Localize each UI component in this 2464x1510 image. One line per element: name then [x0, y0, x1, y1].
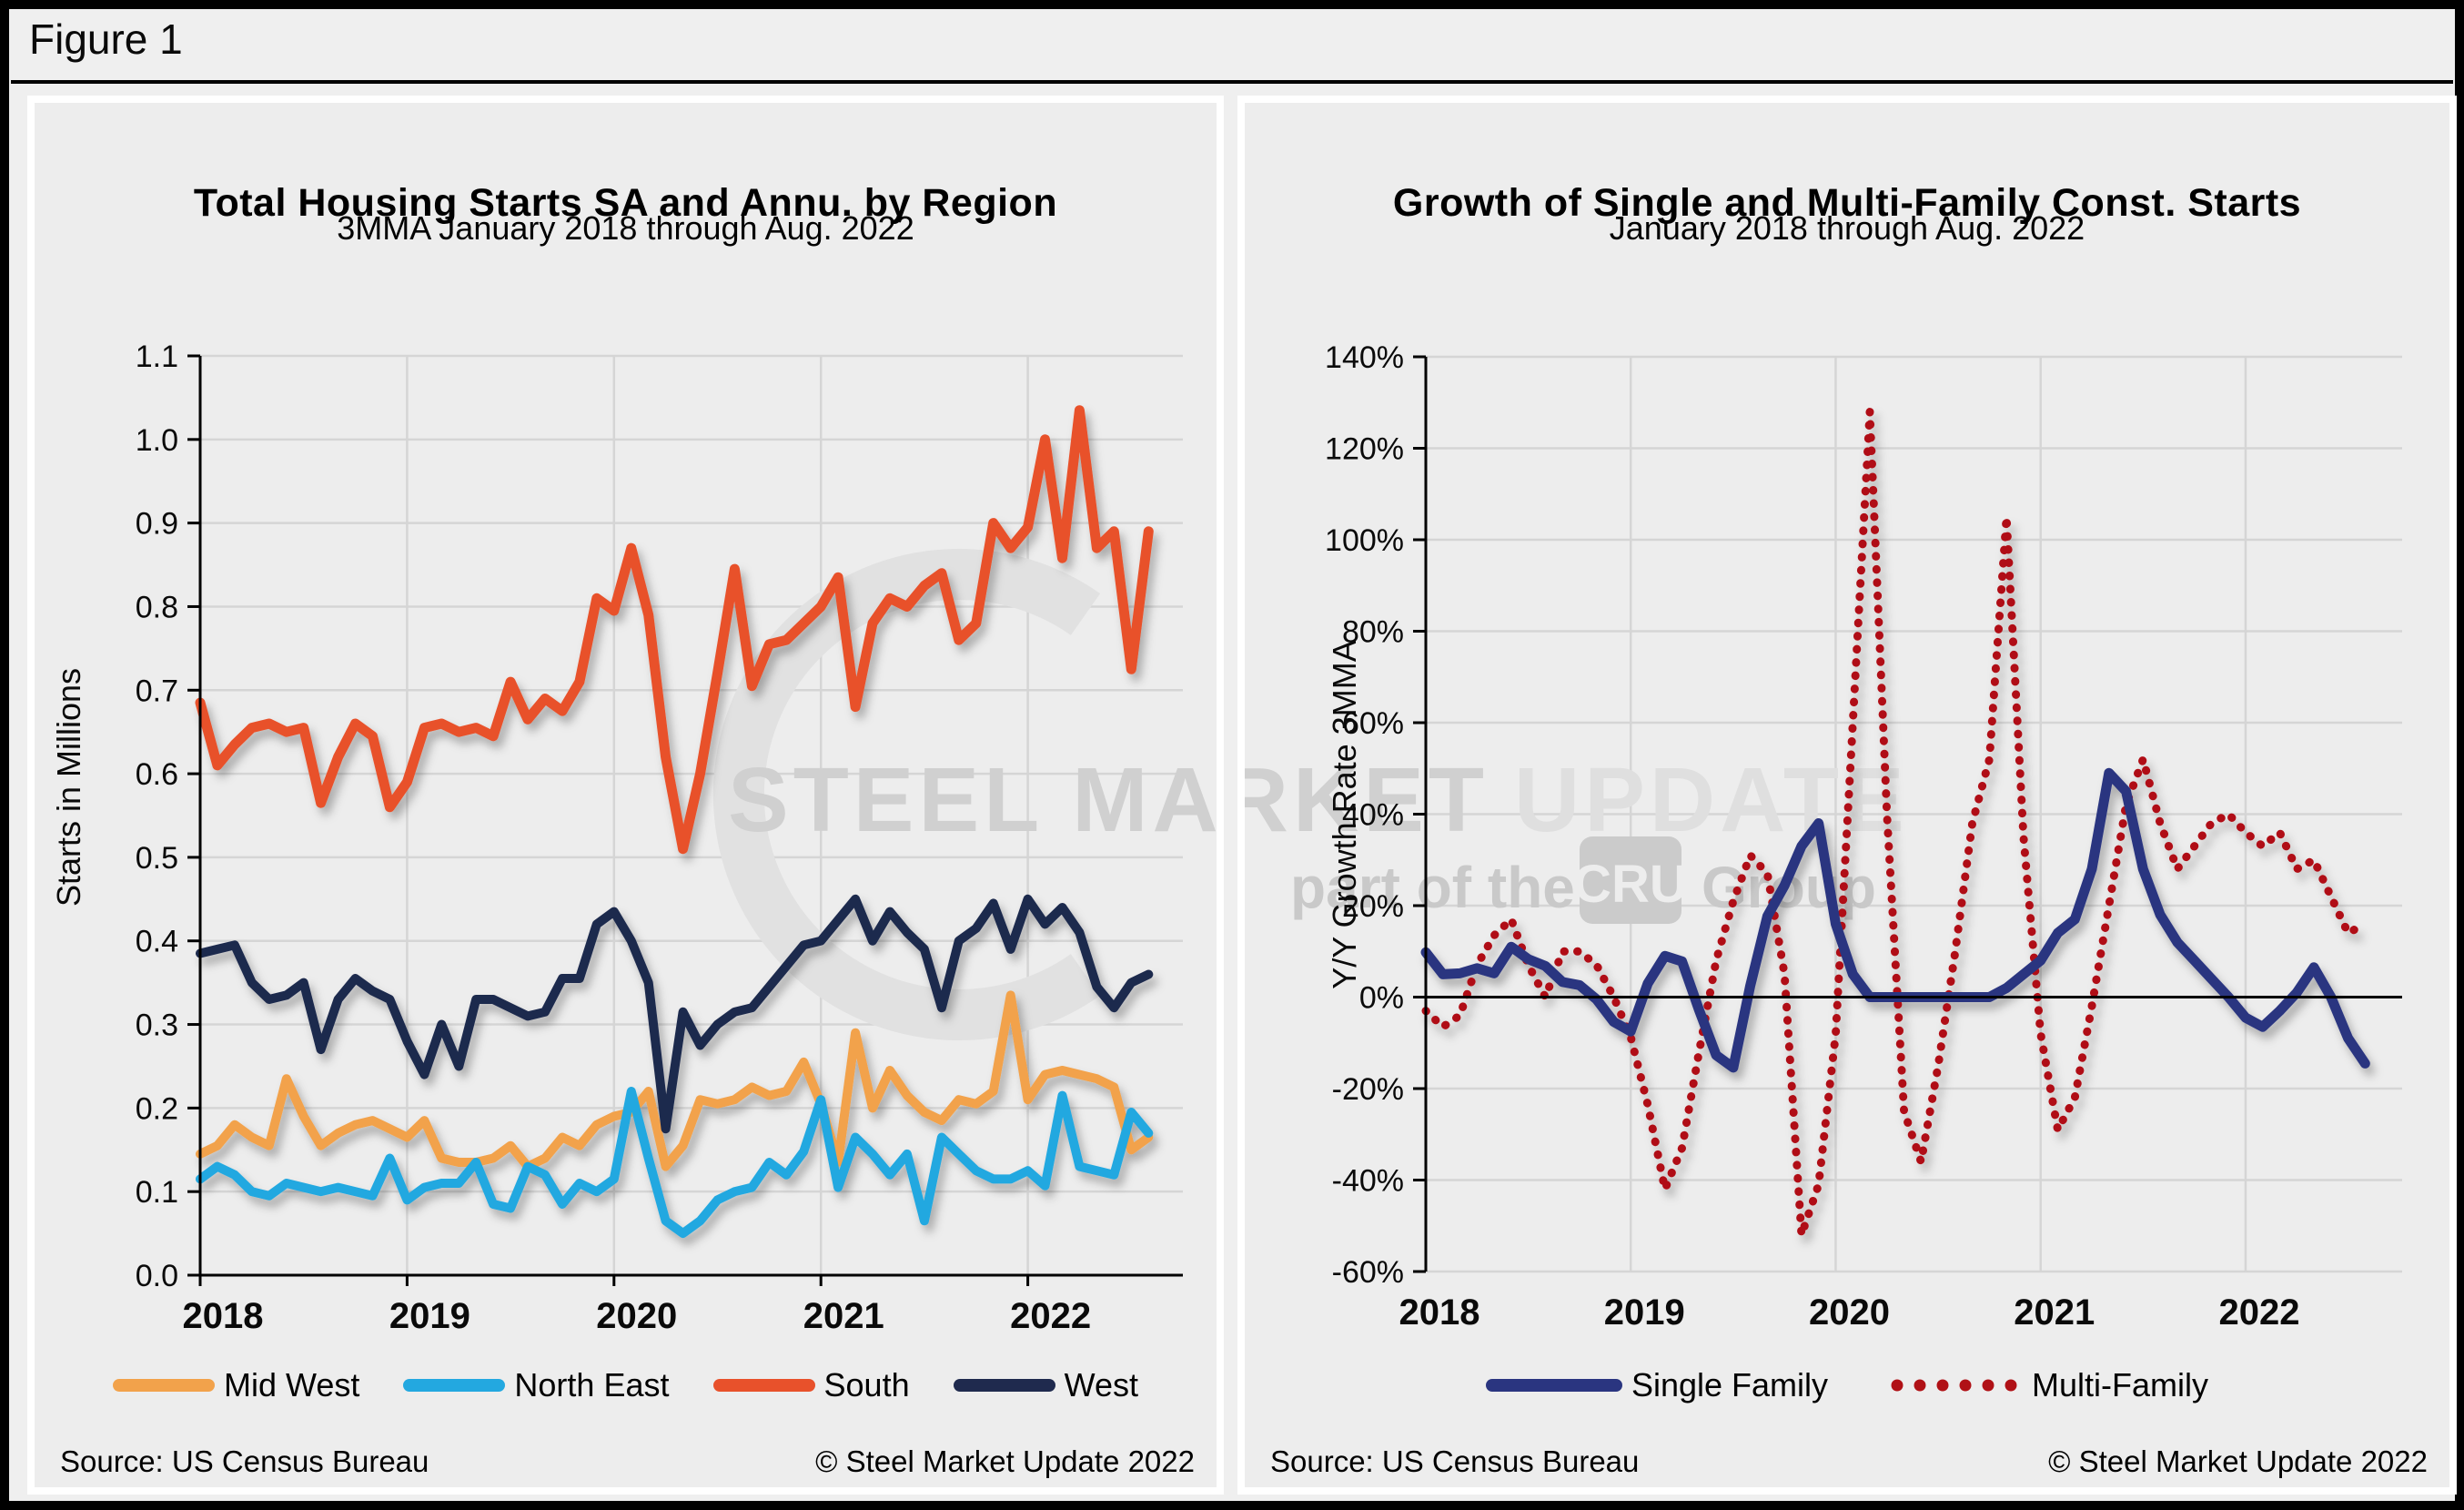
legend-label: West [1064, 1366, 1138, 1404]
legend-swatch-icon [403, 1379, 506, 1392]
panel-growth-single-multi-family: Growth of Single and Multi-Family Const.… [1237, 96, 2457, 1495]
series-multi-family [1421, 407, 2369, 1240]
y-tick-label: 0.8 [136, 590, 178, 624]
y-tick-label: 120% [1325, 432, 1404, 467]
legend-item-single-family: Single Family [1485, 1366, 1829, 1404]
copyright-text: © Steel Market Update 2022 [2048, 1444, 2428, 1478]
legend-left: Mid West North East South West [35, 1366, 1217, 1404]
y-tick-label: 0.4 [136, 925, 178, 959]
y-tick-label: -60% [1332, 1255, 1404, 1290]
legend-item-south: South [712, 1366, 910, 1404]
y-tick-label: 0.7 [136, 674, 178, 708]
x-tick-label: 2019 [389, 1296, 470, 1336]
chart-title-left: Total Housing Starts SA and Annu. by Reg… [193, 180, 1058, 225]
y-tick-label: 0.9 [136, 507, 178, 542]
series-north-east [196, 1087, 1154, 1239]
y-tick-label: 0.2 [136, 1091, 178, 1126]
chart-subtitle-right: January 2018 through Aug. 2022 [1609, 209, 2085, 247]
y-axis-title-right: Y/Y Growth Rate 3MMA [1326, 640, 1363, 988]
x-tick-label: 2021 [2014, 1292, 2095, 1333]
source-row-left: Source: US Census Bureau © Steel Market … [60, 1444, 1195, 1479]
y-tick-label: 140% [1325, 340, 1404, 375]
legend-swatch-icon [113, 1379, 215, 1392]
legend-item-multi-family: Multi-Family [1886, 1366, 2208, 1404]
x-tick-label: 2018 [183, 1296, 264, 1336]
axes-left: 0.0 0.1 0.2 0.3 0.4 0.5 0.6 0.7 0.8 0.9 1.0 1.1 2018… [136, 339, 1183, 1336]
x-tick-label: 2022 [2218, 1292, 2299, 1333]
legend-right: Single Family Multi-Family [1245, 1366, 2449, 1404]
series-mid-west [196, 990, 1154, 1171]
chart-title-right: Growth of Single and Multi-Family Const.… [1392, 180, 2302, 225]
housing-starts-chart: STEEL MARKETUPDATE 0.0 0.1 0.2 0.3 0.4 0.5 0.6… [50, 339, 1217, 1336]
series-west [196, 894, 1154, 1134]
x-tick-label: 2020 [596, 1296, 677, 1336]
y-tick-label: 0.6 [136, 757, 178, 792]
y-tick-label: 1.1 [136, 339, 178, 374]
y-tick-label: 0.1 [136, 1175, 178, 1210]
legend-label: Mid West [224, 1366, 360, 1404]
legend-item-west: West [953, 1366, 1138, 1404]
legend-swatch-icon [1485, 1379, 1622, 1392]
figure-label: Figure 1 [29, 15, 183, 63]
watermark-text: STEEL MARKETUPDATE [728, 749, 1217, 851]
y-tick-label: 100% [1325, 523, 1404, 558]
source-text: Source: US Census Bureau [1270, 1444, 1640, 1478]
legend-item-north-east: North East [403, 1366, 669, 1404]
x-tick-label: 2020 [1809, 1292, 1890, 1333]
cru-badge-label: CRU [1573, 855, 1688, 914]
chart-subtitle-left: 3MMA January 2018 through Aug. 2022 [337, 209, 914, 247]
y-tick-label: -40% [1332, 1164, 1404, 1199]
y-tick-label: 0% [1359, 981, 1404, 1016]
series-south [195, 405, 1154, 855]
legend-label: North East [514, 1366, 670, 1404]
x-tick-label: 2019 [1604, 1292, 1685, 1333]
source-row-right: Source: US Census Bureau © Steel Market … [1270, 1444, 2428, 1479]
y-tick-label: 1.0 [136, 423, 178, 458]
watermark-right: STEEL MARKETUPDATE part of the CRU Group [1245, 749, 1909, 924]
y-tick-label: 40% [1342, 798, 1404, 833]
y-tick-label: 0.5 [136, 841, 178, 876]
growth-rate-chart: STEEL MARKETUPDATE part of the CRU Group… [1245, 340, 2402, 1333]
y-tick-label: -20% [1332, 1072, 1404, 1107]
cru-badge-icon [1580, 836, 1681, 924]
legend-label: Single Family [1631, 1366, 1829, 1404]
y-tick-label: 0.0 [136, 1259, 178, 1293]
legend-item-mid-west: Mid West [113, 1366, 359, 1404]
legend-label: South [823, 1366, 910, 1404]
source-text: Source: US Census Bureau [60, 1444, 429, 1478]
y-tick-label: 20% [1342, 889, 1404, 924]
y-tick-label: 0.3 [136, 1008, 178, 1043]
x-tick-label: 2021 [803, 1296, 884, 1336]
x-tick-label: 2018 [1399, 1292, 1480, 1333]
legend-swatch-icon [953, 1379, 1055, 1392]
legend-swatch-icon [712, 1379, 815, 1392]
legend-swatch-icon [1891, 1379, 2017, 1392]
axes-right: -60% -40% -20% 0% 20% 40% 60% 80% 100% 120% 140% 20… [1325, 340, 2402, 1333]
legend-label: Multi-Family [2032, 1366, 2209, 1404]
y-axis-title-left: Starts in Millions [50, 668, 87, 907]
gridlines-left [200, 354, 1183, 1277]
series-lines-left [195, 405, 1154, 1239]
watermark-text: STEEL MARKETUPDATE [1245, 749, 1909, 851]
header-rule [11, 80, 2453, 84]
x-tick-label: 2022 [1010, 1296, 1091, 1336]
y-tick-label: 80% [1342, 615, 1404, 650]
watermark-part-of-the: part of the [1290, 855, 1575, 920]
gridlines-right [1426, 355, 2402, 1273]
y-tick-label: 60% [1342, 706, 1404, 741]
panel-housing-starts-by-region: Total Housing Starts SA and Annu. by Reg… [27, 96, 1224, 1495]
copyright-text: © Steel Market Update 2022 [815, 1444, 1195, 1478]
